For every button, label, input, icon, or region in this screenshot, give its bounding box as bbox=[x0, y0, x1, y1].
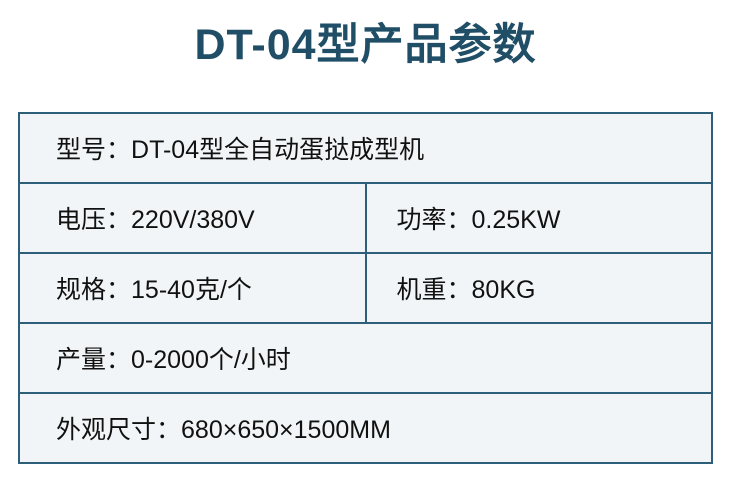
spec-cell-weight: 机重：80KG bbox=[364, 252, 713, 324]
page-title: DT-04型产品参数 bbox=[194, 21, 537, 69]
product-spec-table: 型号：DT-04型全自动蛋挞成型机 电压：220V/380V 功率：0.25KW… bbox=[18, 112, 713, 464]
table-row: 规格：15-40克/个 机重：80KG bbox=[18, 252, 713, 324]
spec-label: 型号： bbox=[56, 136, 132, 164]
spec-cell-specification: 规格：15-40克/个 bbox=[18, 252, 367, 324]
spec-label: 机重： bbox=[396, 276, 472, 304]
spec-label: 外观尺寸： bbox=[56, 416, 182, 444]
spec-cell-dimensions: 外观尺寸：680×650×1500MM bbox=[18, 392, 713, 464]
spec-value: 220V/380V bbox=[131, 206, 255, 234]
spec-label: 电压： bbox=[56, 206, 132, 234]
spec-value: 0.25KW bbox=[471, 206, 561, 234]
spec-value: 80KG bbox=[471, 276, 536, 304]
table-row: 产量：0-2000个/小时 bbox=[18, 322, 713, 394]
spec-value: 680×650×1500MM bbox=[181, 416, 391, 444]
spec-value: 0-2000个/小时 bbox=[131, 346, 291, 374]
spec-label: 功率： bbox=[396, 206, 472, 234]
spec-cell-voltage: 电压：220V/380V bbox=[18, 182, 367, 254]
spec-label: 产量： bbox=[56, 346, 132, 374]
table-row: 外观尺寸：680×650×1500MM bbox=[18, 392, 713, 464]
spec-cell-power: 功率：0.25KW bbox=[364, 182, 713, 254]
table-row: 电压：220V/380V 功率：0.25KW bbox=[18, 182, 713, 254]
spec-label: 规格： bbox=[56, 276, 132, 304]
spec-value: DT-04型全自动蛋挞成型机 bbox=[131, 136, 425, 164]
spec-cell-output: 产量：0-2000个/小时 bbox=[18, 322, 713, 394]
spec-cell-model: 型号：DT-04型全自动蛋挞成型机 bbox=[18, 112, 713, 184]
table-row: 型号：DT-04型全自动蛋挞成型机 bbox=[18, 112, 713, 184]
spec-value: 15-40克/个 bbox=[131, 276, 252, 304]
